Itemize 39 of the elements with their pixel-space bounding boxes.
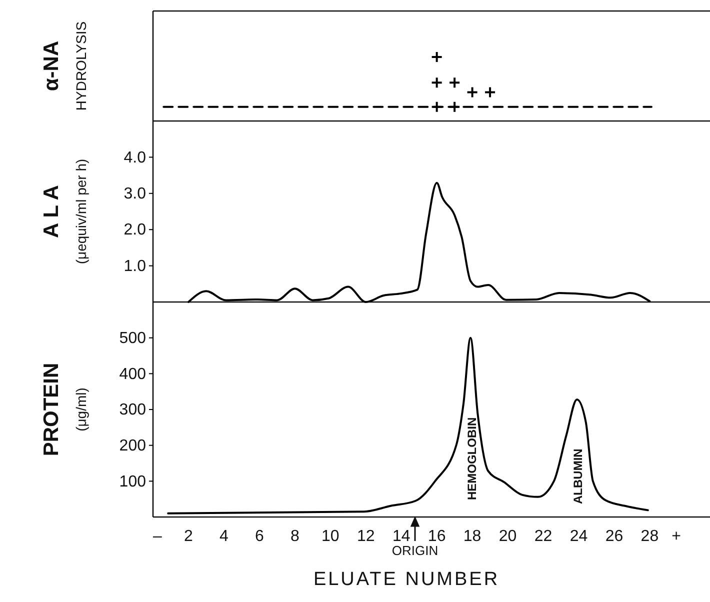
y-tick-label: 2.0: [124, 222, 146, 239]
x-tick-label: 8: [290, 528, 300, 545]
y-axis-title: PROTEIN (μg/ml): [40, 362, 89, 456]
y-tick-label: 1.0: [124, 258, 146, 275]
x-tick-label: 22: [534, 528, 552, 545]
x-tick-label: 20: [498, 528, 517, 545]
x-tick-label: 14: [392, 528, 410, 545]
point: [466, 86, 478, 98]
x-tick-label: 26: [605, 528, 624, 545]
x-tick-label: 12: [356, 528, 375, 545]
x-tick-label: –: [152, 528, 162, 545]
point: [484, 86, 496, 98]
y-tick-label: 500: [119, 330, 146, 347]
x-tick-label: 16: [428, 528, 446, 545]
y-axis-title: α-NA HYDROLYSIS: [40, 21, 89, 111]
y-tick-label: 200: [119, 437, 146, 454]
x-axis-title: ELUATE NUMBER: [313, 569, 500, 590]
point: [430, 51, 443, 63]
x-tick-label: 24: [570, 528, 588, 545]
y-tick-label: 300: [119, 402, 146, 419]
y-axis-title: A L A (μequiv/ml per h): [40, 158, 89, 264]
y-tick-label: 400: [119, 366, 146, 383]
x-tick-label: +: [672, 528, 681, 545]
y-tick-label: 100: [119, 473, 146, 490]
x-tick-label: 18: [463, 528, 482, 545]
x-tick-label: 10: [321, 528, 340, 545]
annotation: ALBUMIN: [571, 448, 585, 504]
x-tick-label: 4: [220, 528, 228, 545]
annotation: HEMOGLOBIN: [465, 417, 479, 500]
text: ORIGIN: [392, 543, 438, 558]
line-series: [167, 336, 649, 514]
x-tick-label: 2: [184, 528, 194, 545]
x-tick-label: 6: [254, 528, 264, 545]
y-tick-label: 3.0: [124, 186, 146, 203]
line-series: [187, 182, 651, 303]
x-tick-label: 28: [640, 528, 659, 545]
y-tick-label: 4.0: [124, 149, 146, 166]
point: [448, 76, 461, 89]
point: [430, 76, 443, 89]
